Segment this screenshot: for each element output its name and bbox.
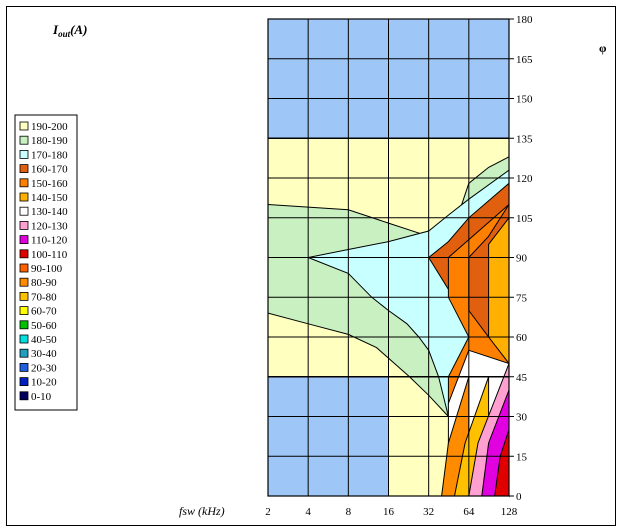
legend-swatch-140-150 — [19, 192, 29, 202]
y-tick-label-180: 180 — [516, 14, 533, 26]
undefined-region-1 — [268, 376, 389, 496]
chart-svg: Iout(A) φ 0 15 30 45 60 75 90 105 120 135 150 165 18… — [14, 14, 607, 518]
x-tick-label-8: 8 — [346, 506, 352, 518]
y-axis-ticks: 0 15 30 45 60 75 90 105 120 135 150 165 180 — [509, 14, 533, 503]
legend-label-120-130: 120-130 — [31, 220, 68, 232]
y-tick-label-75: 75 — [516, 292, 528, 304]
x-tick-label-4: 4 — [305, 506, 311, 518]
legend-swatch-110-120 — [19, 235, 29, 245]
x-tick-label-16: 16 — [383, 506, 395, 518]
legend-label-110-120: 110-120 — [31, 235, 68, 247]
x-tick-label-64: 64 — [463, 506, 475, 518]
legend-label-100-110: 100-110 — [31, 249, 68, 261]
y-tick-label-15: 15 — [516, 451, 528, 463]
legend-label-20-30: 20-30 — [31, 362, 57, 374]
legend-label-80-90: 80-90 — [31, 277, 57, 289]
y-tick-label-45: 45 — [516, 372, 528, 384]
legend-swatch-120-130 — [19, 220, 29, 230]
y-tick-label-90: 90 — [516, 253, 528, 265]
x-tick-label-128: 128 — [501, 506, 518, 518]
x-tick-label-32: 32 — [423, 506, 434, 518]
legend-swatch-160-170 — [19, 164, 29, 174]
legend-swatch-180-190 — [19, 135, 29, 145]
legend-swatch-40-50 — [19, 334, 29, 344]
legend-label-70-80: 70-80 — [31, 291, 57, 303]
y-tick-label-60: 60 — [516, 332, 528, 344]
legend-swatch-150-160 — [19, 178, 29, 188]
legend-swatch-90-100 — [19, 263, 29, 273]
y-tick-label-120: 120 — [516, 173, 533, 185]
legend-swatch-100-110 — [19, 249, 29, 259]
legend-label-0-10: 0-10 — [31, 391, 52, 403]
right-axis-label: φ — [599, 41, 607, 55]
y-tick-label-0: 0 — [516, 491, 522, 503]
legend-swatch-70-80 — [19, 291, 29, 301]
legend-swatch-50-60 — [19, 320, 29, 330]
legend-label-160-170: 160-170 — [31, 164, 68, 176]
chart-frame: Iout(A) φ 0 15 30 45 60 75 90 105 120 135 150 165 18… — [6, 6, 616, 526]
legend-label-40-50: 40-50 — [31, 334, 57, 346]
x-tick-label-2: 2 — [265, 506, 271, 518]
legend-swatch-80-90 — [19, 277, 29, 287]
legend-swatch-170-180 — [19, 149, 29, 159]
legend-label-140-150: 140-150 — [31, 192, 68, 204]
legend-label-60-70: 60-70 — [31, 306, 57, 318]
legend-label-30-40: 30-40 — [31, 348, 57, 360]
legend-swatch-190-200 — [19, 121, 29, 131]
y-tick-label-150: 150 — [516, 94, 533, 106]
legend: 190-200 180-190 170-180 160-170 150-160 140-1… — [14, 114, 78, 411]
legend-swatch-20-30 — [19, 362, 29, 372]
y-tick-label-30: 30 — [516, 412, 528, 424]
x-axis-label: fsw (kHz) — [179, 504, 225, 518]
y-tick-label-165: 165 — [516, 54, 533, 66]
legend-swatch-0-10 — [19, 391, 29, 401]
y-tick-label-105: 105 — [516, 213, 533, 225]
legend-label-180-190: 180-190 — [31, 135, 68, 147]
legend-swatch-10-20 — [19, 377, 29, 387]
legend-swatch-130-140 — [19, 206, 29, 216]
legend-swatch-60-70 — [19, 306, 29, 316]
y-tick-label-135: 135 — [516, 133, 533, 145]
chart-title: Iout(A) — [52, 22, 87, 39]
legend-label-10-20: 10-20 — [31, 377, 57, 389]
legend-swatch-30-40 — [19, 348, 29, 358]
legend-label-130-140: 130-140 — [31, 206, 68, 218]
legend-label-170-180: 170-180 — [31, 149, 68, 161]
legend-box — [14, 114, 78, 411]
legend-label-90-100: 90-100 — [31, 263, 63, 275]
legend-label-150-160: 150-160 — [31, 178, 68, 190]
legend-label-50-60: 50-60 — [31, 320, 57, 332]
legend-label-190-200: 190-200 — [31, 121, 68, 133]
band-140-150 — [488, 216, 510, 365]
x-axis-ticks: 2 4 8 16 32 64 128 — [265, 506, 518, 518]
